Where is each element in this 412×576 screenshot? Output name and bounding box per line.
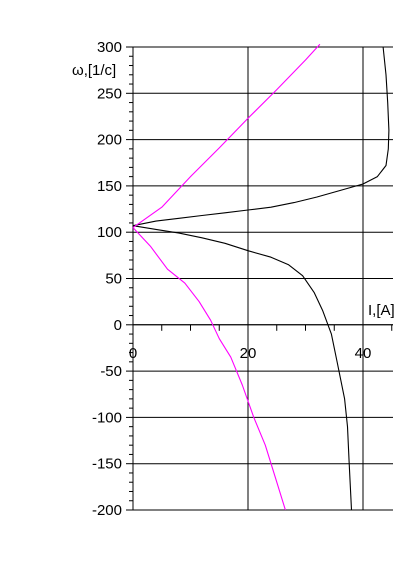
tick-labels: 300 250 200 150 100 50 0 -50 -100 -150 -200 0 20 40 xyxy=(92,39,371,519)
y-tick-label: -50 xyxy=(100,363,122,380)
x-tick-label: 20 xyxy=(240,345,257,362)
series-line-1 xyxy=(132,46,390,227)
series-line-2 xyxy=(132,225,353,511)
y-tick-label: -150 xyxy=(92,456,122,473)
y-tick-label: 150 xyxy=(97,178,122,195)
x-tick-label: 40 xyxy=(355,345,372,362)
y-tick-label: 300 xyxy=(97,39,122,56)
y-tick-label: 250 xyxy=(97,85,122,102)
y-axis-label: ω,[1/c] xyxy=(72,62,116,79)
series-lines xyxy=(132,43,390,511)
y-tick-label: -200 xyxy=(92,502,122,519)
axes xyxy=(132,47,393,510)
y-tick-label: 100 xyxy=(97,224,122,241)
minor-ticks xyxy=(126,46,393,511)
x-tick-label: 0 xyxy=(129,345,137,362)
series-line-4 xyxy=(132,227,286,511)
y-tick-label: 0 xyxy=(114,317,122,334)
y-tick-label: 50 xyxy=(105,271,122,288)
x-axis-label: I,[A] xyxy=(368,302,395,319)
y-tick-label: -100 xyxy=(92,409,122,426)
y-tick-label: 200 xyxy=(97,132,122,149)
series-line-3 xyxy=(132,43,321,229)
